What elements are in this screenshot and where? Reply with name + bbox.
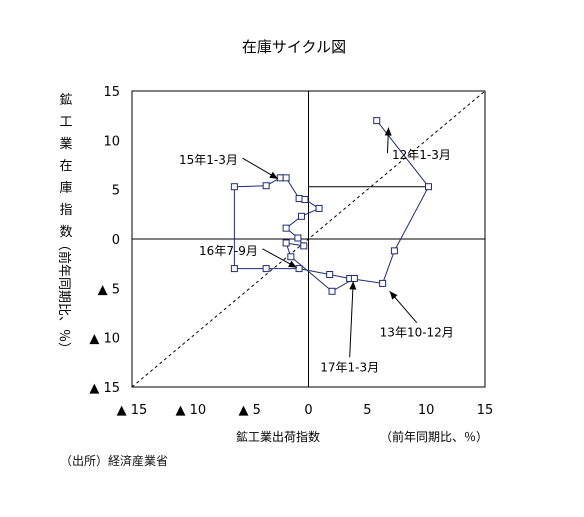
y-axis-label: 鉱工業在庫指数 xyxy=(59,92,72,240)
series-markers xyxy=(230,117,433,295)
annotation-label-1: 15年1-3月 xyxy=(179,153,238,167)
annotation-label-2: 16年7-9月 xyxy=(199,244,258,258)
annotation-arrowhead-4 xyxy=(349,281,357,290)
data-point-7 xyxy=(262,265,270,273)
data-point-14 xyxy=(301,196,309,204)
data-point-18 xyxy=(294,234,302,242)
annotation-arrowhead-0 xyxy=(384,127,392,136)
y-tick-labels: 15 10 5 0 ▲ 5 ▲ 10 ▲ 15 xyxy=(89,85,120,396)
data-point-9 xyxy=(230,183,238,191)
y-tick-label: 10 xyxy=(103,134,120,149)
data-point-1 xyxy=(425,183,433,191)
x-tick-label: ▲ 5 xyxy=(238,403,260,418)
x-tick-label: 15 xyxy=(477,403,494,418)
y-tick-label: 15 xyxy=(103,85,120,100)
data-point-13 xyxy=(295,195,303,203)
x-axis-unit-label: （前年同期比、％） xyxy=(380,429,488,444)
y-tick-label: ▲ 15 xyxy=(89,381,120,396)
data-point-16 xyxy=(297,212,305,220)
data-point-20 xyxy=(282,239,290,247)
y-tick-label: 0 xyxy=(112,233,120,248)
data-point-0 xyxy=(373,117,381,125)
y-tick-label: ▲ 10 xyxy=(89,332,120,347)
data-point-22 xyxy=(328,287,336,295)
data-point-5 xyxy=(326,271,334,279)
x-tick-label: 5 xyxy=(363,403,371,418)
y-axis-title: 鉱工業在庫指数 （前年同期比、％） xyxy=(56,92,73,355)
y-tick-label: ▲ 5 xyxy=(98,282,120,297)
x-tick-label: 0 xyxy=(304,403,312,418)
x-tick-label: ▲ 15 xyxy=(117,403,148,418)
data-point-3 xyxy=(379,279,387,287)
annotation-arrowhead-3 xyxy=(389,291,398,300)
y-axis-unit-label: （前年同期比、％） xyxy=(56,238,72,355)
data-point-10 xyxy=(262,182,270,190)
data-point-19 xyxy=(300,242,308,250)
data-point-11 xyxy=(276,174,284,182)
data-point-12 xyxy=(282,174,290,182)
data-point-21 xyxy=(287,253,295,261)
y-tick-label: 5 xyxy=(112,184,120,199)
data-point-8 xyxy=(230,265,238,273)
x-tick-label: ▲ 10 xyxy=(175,403,206,418)
annotation-label-0: 12年1-3月 xyxy=(392,148,451,162)
annotation-label-3: 13年10-12月 xyxy=(380,326,454,340)
annotation-arrowhead-1 xyxy=(269,171,278,179)
data-point-17 xyxy=(282,224,290,232)
annotation-arrowhead-2 xyxy=(288,260,297,268)
x-tick-labels: ▲ 15 ▲ 10 ▲ 5 0 5 10 15 xyxy=(117,403,494,418)
reference-diagonal-line xyxy=(131,90,486,388)
x-tick-label: 10 xyxy=(418,403,435,418)
data-point-23 xyxy=(350,274,358,282)
chart-title: 在庫サイクル図 xyxy=(242,38,346,56)
data-point-6 xyxy=(295,265,303,273)
source-note: （出所）経済産業省 xyxy=(60,454,169,468)
data-point-2 xyxy=(390,247,398,255)
data-point-15 xyxy=(315,204,323,212)
annotation-label-4: 17年1-3月 xyxy=(320,360,379,374)
x-axis-label: 鉱工業出荷指数 xyxy=(236,429,320,444)
annotation-arrow-line-4 xyxy=(349,281,354,358)
annotations: 12年1-3月 15年1-3月 16年7-9月 13年10-12月 17年1-3月 xyxy=(179,127,454,374)
